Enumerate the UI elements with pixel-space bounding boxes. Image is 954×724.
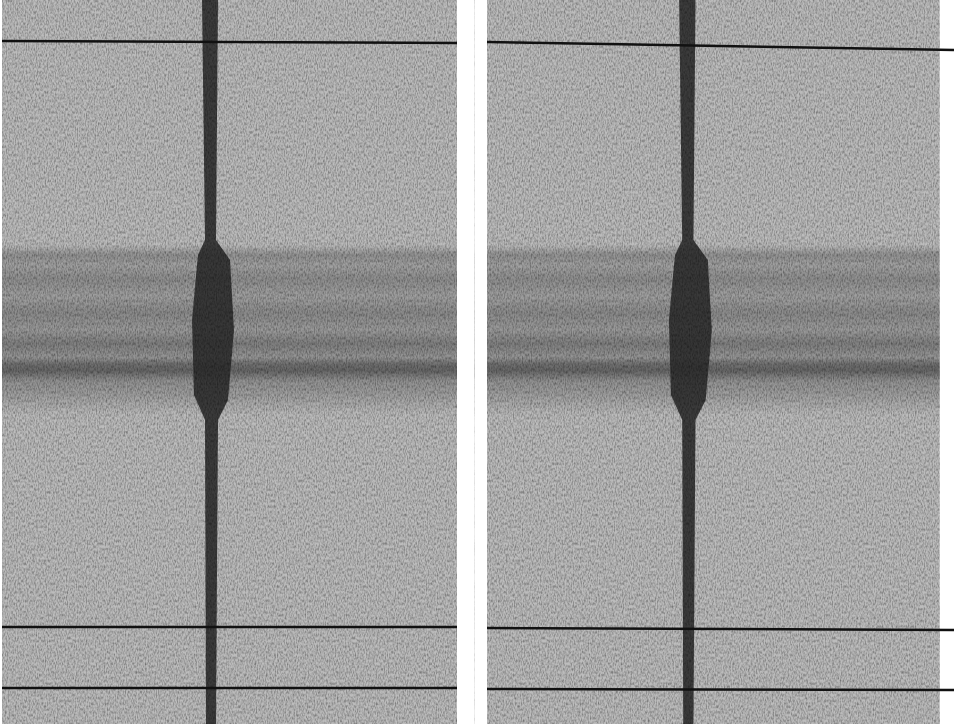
left-panel [2, 0, 457, 724]
page: (() => { const data = JSON.parse(documen… [0, 0, 954, 724]
spectrogram-photo [0, 0, 954, 724]
reference-line [487, 689, 954, 690]
right-panel [475, 0, 954, 724]
